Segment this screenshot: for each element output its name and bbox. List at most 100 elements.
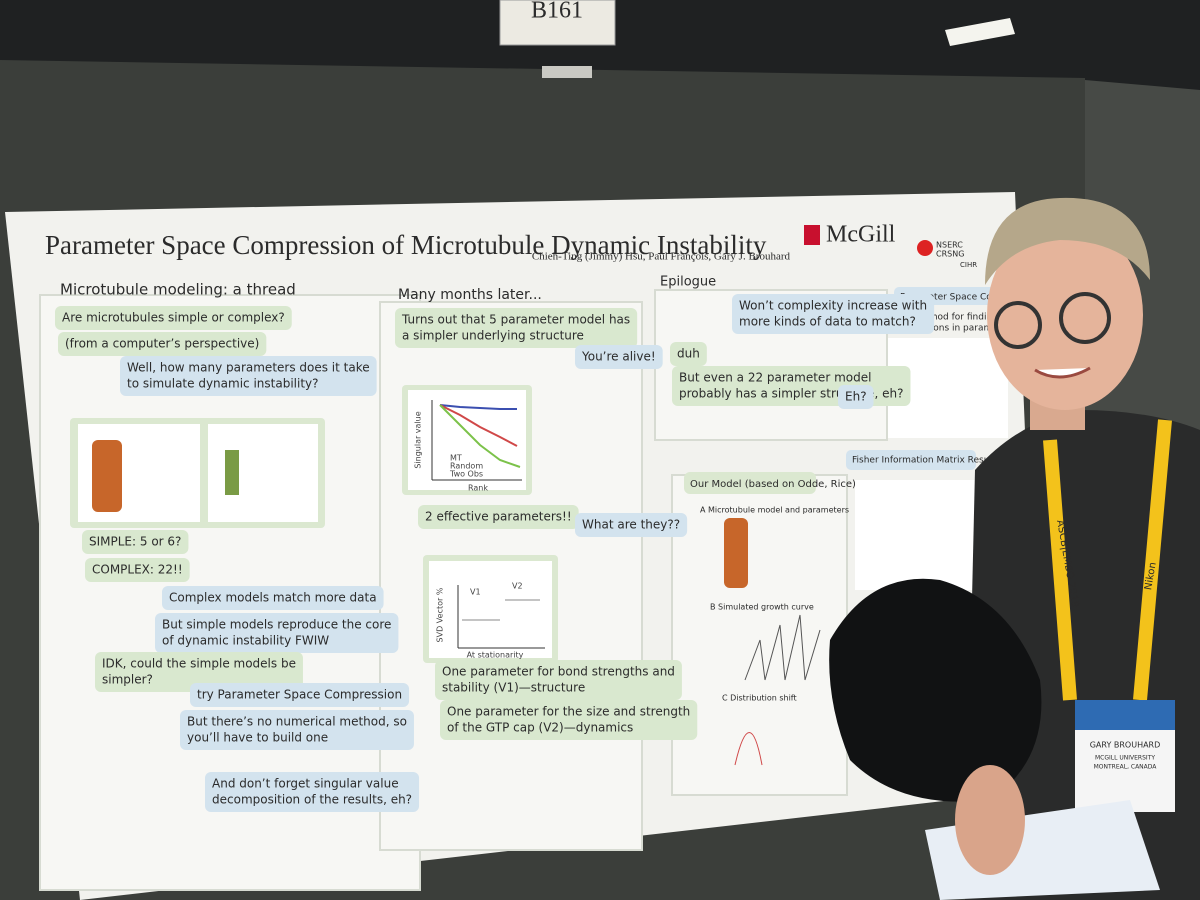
figure	[208, 424, 318, 522]
distribution-curve	[734, 732, 763, 766]
message-text: of the GTP cap (V2)—dynamics	[447, 721, 633, 735]
message-text: What are they??	[582, 518, 680, 532]
bubble-background	[162, 586, 384, 610]
ceiling-light	[945, 18, 1015, 46]
bubble-background	[205, 772, 420, 812]
plot-line	[439, 404, 521, 468]
face	[987, 220, 1143, 410]
figure	[855, 480, 985, 590]
message-bubble: 2 effective parameters!!	[418, 505, 579, 529]
message-bubble: Eh?	[838, 385, 874, 409]
message-bubble: Are microtubules simple or complex?	[55, 306, 292, 330]
poster-title: Parameter Space Compression of Microtubu…	[45, 230, 767, 260]
funder: CRSNG	[936, 250, 964, 259]
message-text: And don’t forget singular value	[212, 777, 399, 791]
message-text: You’re alive!	[581, 350, 656, 364]
message-bubble: COMPLEX: 22!!	[85, 558, 190, 582]
message-text: you’ll have to build one	[187, 731, 328, 745]
microtubule-icon	[225, 450, 239, 495]
bubble-background	[95, 652, 303, 692]
message-text: One parameter for the size and strength	[447, 705, 690, 719]
sign-text: B161	[531, 0, 583, 24]
column-heading: Epilogue	[660, 275, 716, 290]
message-text: simpler?	[102, 673, 153, 687]
bubble-background	[435, 660, 682, 700]
model-section: C Distribution shift	[722, 694, 797, 703]
message-text: stability (V1)—structure	[442, 681, 585, 695]
message-bubble: You’re alive!	[575, 345, 663, 369]
badge-name: GARY BROUHARD	[1090, 741, 1161, 750]
axis-label: SVD Vector %	[436, 587, 445, 642]
lanyard	[1043, 419, 1172, 701]
hand	[955, 765, 1025, 875]
mcgill-shield	[804, 225, 820, 245]
hair	[985, 197, 1150, 285]
growth-curve	[744, 614, 821, 681]
message-text: But even a 22 parameter model	[679, 371, 871, 385]
bubble-background	[732, 294, 935, 334]
column-panel	[671, 474, 848, 796]
badge-city: MONTREAL, CANADA	[1094, 764, 1158, 771]
lanyard-text: Nikon	[1143, 561, 1159, 591]
badge-header	[1075, 700, 1175, 730]
message-text: COMPLEX: 22!!	[92, 563, 183, 577]
side-heading: Parameter Space Compr	[900, 293, 1010, 303]
message-text: Complex models match more data	[169, 591, 377, 605]
bubble-background	[440, 700, 698, 740]
bubble-background	[85, 558, 190, 582]
microtubule-icon	[724, 518, 748, 588]
funder: NSERC	[936, 241, 963, 250]
side-text: A method for finding dom	[905, 313, 1021, 323]
jacket	[829, 578, 1042, 802]
axis-label: Rank	[468, 484, 488, 493]
authors: Chieh-Ting (Jimmy) Hsu, Paul François, G…	[532, 251, 791, 263]
legend-entry: MT	[450, 454, 462, 463]
column-heading: Many months later...	[398, 287, 542, 303]
bubble-background	[190, 683, 410, 707]
message-text: 2 effective parameters!!	[425, 510, 572, 524]
sign-clip	[542, 66, 592, 78]
message-text: to simulate dynamic instability?	[127, 377, 319, 391]
message-bubble: try Parameter Space Compression	[190, 683, 410, 707]
bubble-background	[155, 613, 399, 653]
message-text: But simple models reproduce the core	[162, 618, 391, 632]
legend-entry: Two Obs	[449, 470, 483, 479]
logo: McGill	[826, 222, 896, 248]
microtubule-icon	[92, 440, 122, 512]
sign	[499, 0, 616, 46]
message-bubble: One parameter for the size and strength o…	[440, 700, 698, 740]
message-text: Are microtubules simple or complex?	[62, 311, 285, 325]
message-text: of dynamic instability FWIW	[162, 634, 329, 648]
message-bubble: Complex models match more data	[162, 586, 384, 610]
message-bubble: Well, how many parameters does it take to…	[120, 356, 377, 396]
bubble-background	[838, 385, 874, 409]
bubble-background	[58, 332, 267, 356]
message-text: (from a computer’s perspective)	[65, 337, 259, 351]
canada-leaf	[917, 240, 933, 256]
bubble-background	[180, 710, 414, 750]
message-text: But there’s no numerical method, so	[187, 715, 407, 729]
bubble-background	[670, 342, 707, 366]
message-bubble: But simple models reproduce the core of d…	[155, 613, 399, 653]
axis-label: Singular value	[414, 411, 423, 468]
glasses	[994, 301, 1042, 349]
message-text: Eh?	[845, 390, 867, 404]
badge-affiliation: MCGILL UNIVERSITY	[1095, 755, 1155, 762]
message-bubble: (from a computer’s perspective)	[58, 332, 267, 356]
message-bubble: SIMPLE: 5 or 6?	[82, 530, 189, 554]
message-bubble: Turns out that 5 parameter model has a si…	[395, 308, 638, 348]
model-heading: Our Model (based on Odde, Rice)	[690, 479, 856, 490]
message-text: One parameter for bond strengths and	[442, 665, 675, 679]
message-bubble: IDK, could the simple models be simpler?	[95, 652, 303, 692]
message-bubble: duh	[670, 342, 707, 366]
panel-label: V2	[512, 582, 523, 591]
panel-label: V1	[470, 588, 481, 597]
message-text: Well, how many parameters does it take	[127, 361, 370, 375]
plot-line	[439, 404, 517, 410]
message-text: a simpler underlying structure	[402, 329, 584, 343]
bubble-background	[120, 356, 377, 396]
bubble	[684, 472, 816, 494]
